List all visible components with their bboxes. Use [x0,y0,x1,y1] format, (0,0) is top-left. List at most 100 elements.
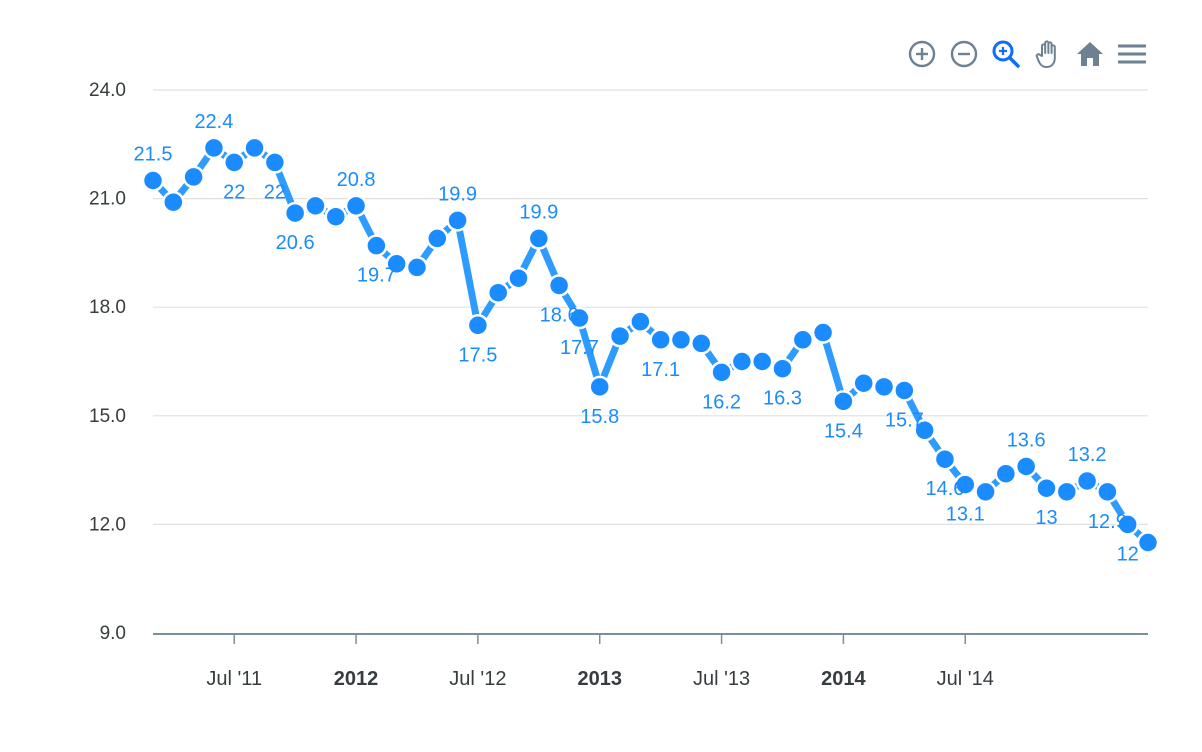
data-point[interactable] [690,332,713,355]
data-point[interactable] [527,227,551,250]
data-label: 19.9 [519,201,558,223]
data-label: 17.7 [560,337,599,359]
data-point[interactable] [547,274,571,297]
x-tick-label: Jul '12 [449,668,506,690]
data-point[interactable] [832,390,855,413]
y-tick-label: 21.0 [89,189,126,210]
series [141,136,1160,554]
data-label: 13.1 [946,504,985,526]
data-point[interactable] [405,256,429,279]
data-point[interactable] [426,227,449,250]
y-axis: 24.0 21.0 18.0 15.0 12.0 9.0 [89,80,126,644]
data-point[interactable] [791,328,815,352]
data-point[interactable] [243,136,266,160]
x-tick-label: 2013 [577,668,622,690]
zoom-in-icon[interactable] [904,36,940,72]
data-label: 17.1 [641,359,680,381]
data-point[interactable] [872,375,896,399]
data-point[interactable] [994,462,1018,485]
data-label: 17.5 [458,344,497,366]
data-point[interactable] [283,201,307,225]
gridlines [153,89,1148,526]
data-label: 21.5 [134,144,173,166]
data-point[interactable] [608,324,632,348]
data-point[interactable] [344,194,368,218]
data-point[interactable] [710,361,733,384]
data-point[interactable] [811,321,835,344]
data-point[interactable] [1014,455,1038,478]
data-point[interactable] [1096,480,1119,504]
data-label: 22 [264,181,286,203]
menu-icon[interactable] [1114,36,1150,72]
data-label: 18.6 [540,304,579,326]
data-point[interactable] [263,151,287,174]
data-point[interactable] [669,328,693,352]
data-label: 22.4 [194,111,233,133]
data-label: 13.2 [1068,444,1107,466]
data-point[interactable] [1035,476,1058,500]
data-point[interactable] [588,375,611,399]
data-label: 14.6 [925,478,964,500]
data-label: 19.9 [438,183,477,205]
chart-toolbar [904,36,1150,72]
reset-home-icon[interactable] [1072,36,1108,72]
data-point[interactable] [222,151,246,174]
data-point[interactable] [933,447,957,471]
data-point[interactable] [182,165,205,189]
data-point[interactable] [568,306,591,330]
data-point[interactable] [974,480,997,504]
x-tick-label: Jul '11 [206,668,262,690]
data-point[interactable] [1055,480,1079,504]
selection-zoom-icon[interactable] [988,36,1024,72]
data-point[interactable] [913,419,936,442]
data-point[interactable] [852,371,875,395]
data-point[interactable] [324,205,348,228]
data-point[interactable] [730,350,754,373]
data-label: 13 [1035,507,1057,529]
data-label: 15.7 [885,409,924,431]
data-point[interactable] [365,234,388,257]
pan-icon[interactable] [1030,36,1066,72]
x-tick-label: Jul '13 [693,668,750,690]
data-point[interactable] [1075,469,1099,493]
data-label: 20.8 [337,169,376,191]
zoom-out-icon[interactable] [946,36,982,72]
data-label: 20.6 [276,232,315,254]
y-tick-label: 18.0 [89,297,126,318]
data-point[interactable] [1116,513,1139,536]
y-tick-label: 24.0 [89,80,126,101]
data-point[interactable] [649,328,672,352]
data-label: 22 [223,181,245,203]
data-point[interactable] [629,310,652,333]
data-label: 12.9 [1088,511,1127,533]
x-axis: Jul '11 2012 Jul '12 2013 Jul '13 2014 Jul '14 [153,633,1148,690]
data-label: 13.6 [1007,429,1046,451]
data-point[interactable] [1136,531,1160,554]
data-label: 12 [1117,543,1139,565]
x-tick-label: Jul '14 [937,668,994,690]
data-label: 19.7 [357,265,396,287]
y-tick-label: 12.0 [89,514,126,535]
data-label: 15.4 [824,420,863,442]
data-point[interactable] [507,266,530,290]
data-point[interactable] [771,357,794,380]
data-label: 16.3 [763,388,802,410]
data-point[interactable] [466,314,490,337]
data-label: 16.2 [702,391,741,413]
data-point[interactable] [141,169,165,192]
x-tick-label: 2012 [334,668,379,690]
data-point[interactable] [446,209,469,232]
data-point[interactable] [750,350,774,373]
data-point[interactable] [304,194,327,218]
data-labels: 21.5 22.4 22 22 20.6 20.8 19.7 19.9 17.5 19.9 18.6… [134,111,1139,565]
y-tick-label: 9.0 [100,623,126,644]
data-point[interactable] [893,379,916,402]
data-point[interactable] [953,473,977,496]
y-tick-label: 15.0 [89,406,126,427]
data-point[interactable] [486,281,510,304]
data-point[interactable] [202,136,226,160]
data-point[interactable] [162,190,185,214]
data-label: 15.8 [580,406,619,428]
